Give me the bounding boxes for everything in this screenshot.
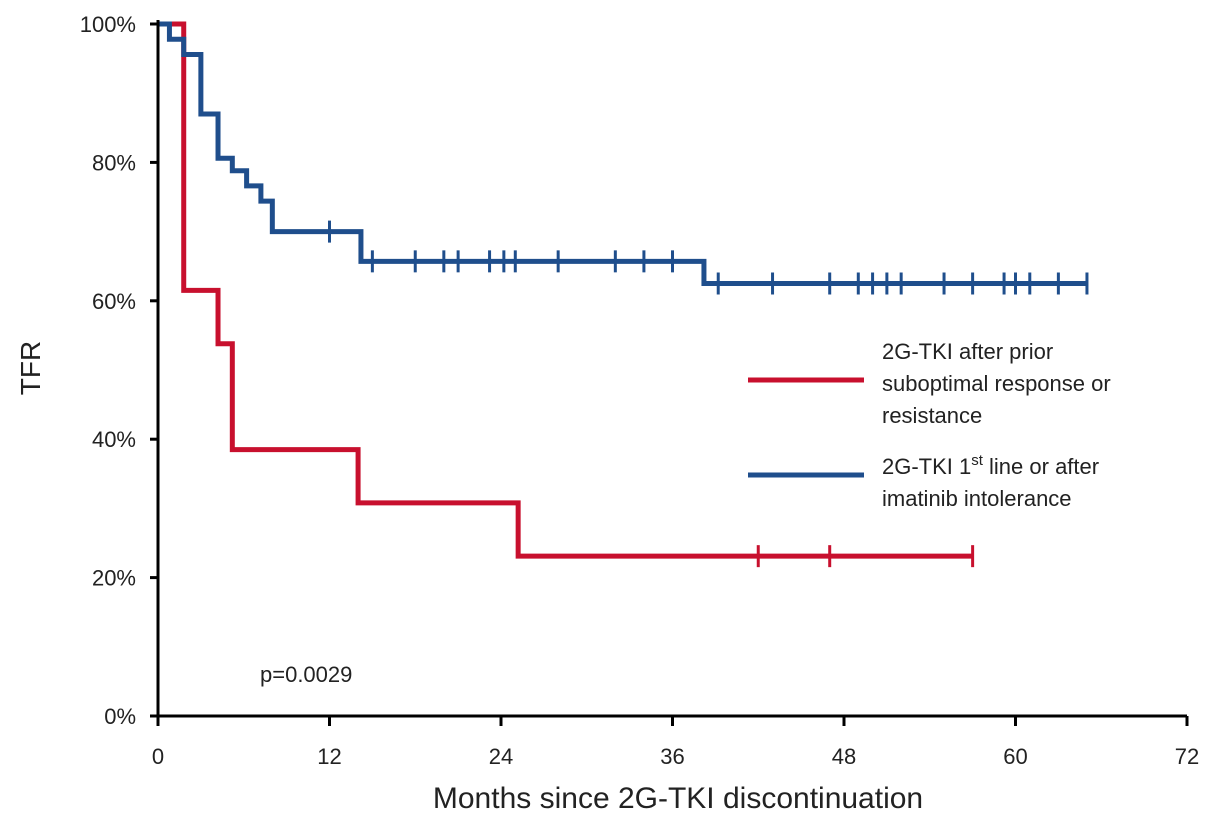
legend-label-1: resistance <box>882 403 982 428</box>
axes <box>156 20 1187 718</box>
y-axis-title: TFR <box>15 341 46 395</box>
x-tick-label: 72 <box>1175 744 1199 769</box>
x-tick-label: 12 <box>317 744 341 769</box>
y-tick-label: 40% <box>92 427 136 452</box>
series-line-2 <box>158 21 1087 286</box>
legend-label-1: 2G-TKI after prior <box>882 339 1053 364</box>
plot-lines <box>158 21 1089 568</box>
x-tick-label: 0 <box>152 744 164 769</box>
x-tick-label: 36 <box>660 744 684 769</box>
legend-label-2: imatinib intolerance <box>882 486 1072 511</box>
y-tick-label: 60% <box>92 289 136 314</box>
series-line-1 <box>158 21 973 559</box>
x-tick-label: 60 <box>1003 744 1027 769</box>
legend: 2G-TKI after prior suboptimal response or… <box>748 339 1111 511</box>
legend-label-1: suboptimal response or <box>882 371 1111 396</box>
ticks: 0% 20% 40% 60% 80% 100% 0 12 24 36 48 60 72 <box>80 12 1200 769</box>
x-tick-label: 24 <box>489 744 513 769</box>
y-tick-label: 100% <box>80 12 136 37</box>
legend-label-2: 2G-TKI 1st line or after <box>882 452 1099 479</box>
p-value-annotation: p=0.0029 <box>260 662 352 687</box>
x-tick-label: 48 <box>832 744 856 769</box>
y-tick-label: 20% <box>92 566 136 591</box>
x-axis-title: Months since 2G-TKI discontinuation <box>433 782 923 815</box>
y-tick-label: 80% <box>92 150 136 175</box>
y-tick-label: 0% <box>104 704 136 729</box>
